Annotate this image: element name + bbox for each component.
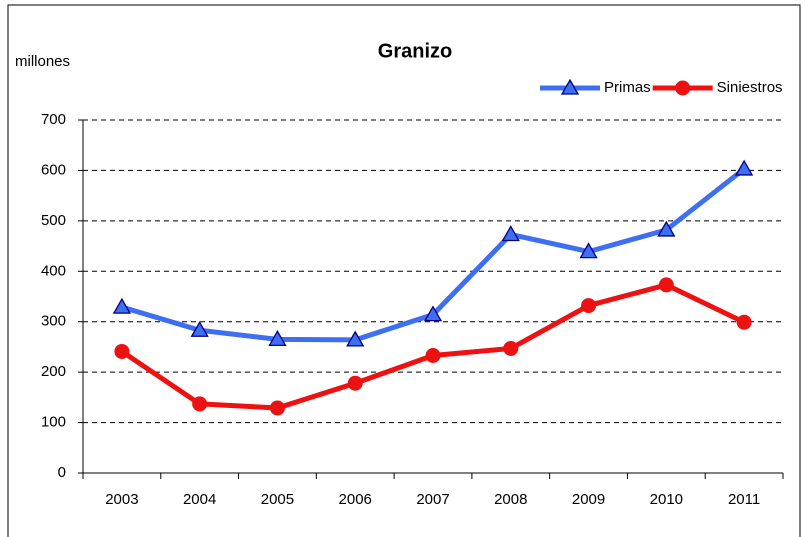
marker — [675, 80, 691, 96]
marker — [581, 298, 597, 314]
y-tick-label: 600 — [41, 161, 66, 178]
y-tick-label: 500 — [41, 212, 66, 229]
marker — [501, 225, 520, 242]
marker — [425, 348, 441, 364]
marker — [560, 78, 580, 95]
marker — [112, 297, 132, 314]
marker — [736, 314, 752, 330]
marker — [423, 305, 443, 322]
y-tick-label: 0 — [58, 464, 66, 481]
marker — [190, 320, 209, 337]
y-tick-label: 300 — [41, 313, 66, 330]
y-tick-label: 400 — [41, 262, 66, 279]
y-axis-label: millones — [15, 53, 70, 70]
y-tick-label: 100 — [41, 414, 66, 431]
x-tick-label: 2006 — [339, 491, 372, 508]
marker — [734, 159, 754, 176]
y-tick-label: 700 — [41, 111, 66, 128]
marker — [503, 340, 519, 356]
marker — [579, 242, 598, 259]
marker — [114, 343, 130, 359]
x-tick-label: 2004 — [183, 491, 216, 508]
legend-item: Siniestros — [652, 79, 783, 96]
x-tick-label: 2011 — [728, 491, 760, 508]
x-tick-label: 2008 — [494, 491, 527, 508]
marker — [268, 330, 287, 347]
x-tick-label: 2007 — [416, 491, 449, 508]
x-tick-label: 2005 — [261, 491, 294, 508]
legend-label: Siniestros — [717, 79, 783, 96]
legend-label: Primas — [604, 79, 651, 96]
series — [112, 159, 754, 347]
chart-title: Granizo — [378, 40, 452, 62]
marker — [192, 396, 208, 412]
marker — [657, 220, 676, 237]
x-tick-label: 2009 — [572, 491, 605, 508]
marker — [269, 400, 285, 416]
x-tick-label: 2003 — [105, 491, 138, 508]
marker — [658, 277, 674, 293]
series — [114, 277, 752, 416]
x-tick-label: 2010 — [650, 491, 683, 508]
marker — [346, 330, 365, 347]
legend-item: Primas — [540, 78, 651, 96]
y-tick-label: 200 — [41, 363, 66, 380]
marker — [347, 375, 363, 391]
